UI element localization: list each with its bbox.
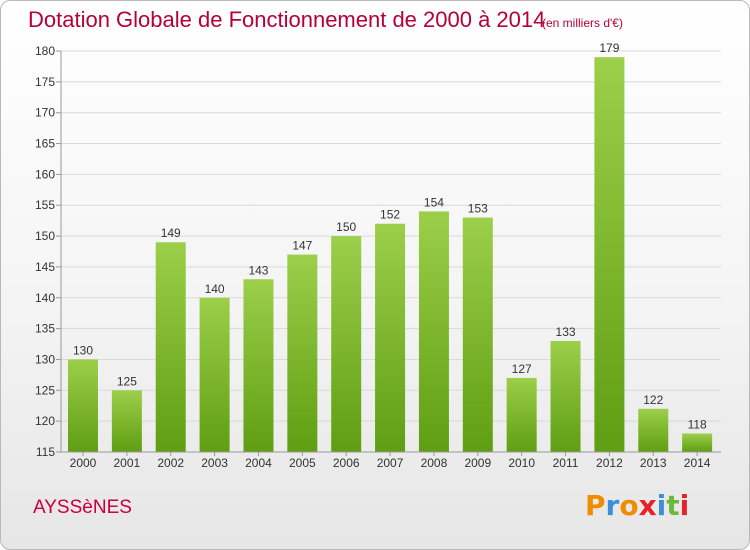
x-tick-label: 2006 — [333, 456, 360, 470]
commune-name: AYSSèNES — [33, 497, 132, 518]
bar-value-label: 127 — [512, 362, 532, 376]
bar — [68, 359, 98, 452]
bar — [375, 223, 406, 452]
x-tick-label: 2004 — [245, 456, 272, 470]
bar-value-label: 133 — [556, 325, 576, 339]
bar — [155, 242, 186, 452]
logo-letter: i — [679, 489, 690, 522]
bar-value-label: 152 — [380, 208, 400, 222]
x-tick-label: 2005 — [289, 456, 316, 470]
x-tick-label: 2003 — [201, 456, 228, 470]
x-tick-label: 2000 — [70, 456, 97, 470]
bars — [68, 57, 713, 453]
x-tick-label: 2011 — [553, 456, 579, 470]
y-tick-label: 135 — [35, 322, 55, 336]
bar — [638, 408, 669, 452]
x-tick-label: 2012 — [596, 456, 623, 470]
y-tick-label: 120 — [35, 414, 55, 428]
bar-value-label: 150 — [336, 220, 356, 234]
bar-value-label: 147 — [292, 239, 312, 253]
y-tick-label: 180 — [35, 44, 55, 58]
y-tick-label: 155 — [35, 198, 55, 212]
axes: 115 120 125 130 135 140 145 150 155 160 165 170 175 1… — [35, 44, 721, 470]
bar-value-label: 125 — [117, 374, 137, 388]
y-tick-label: 160 — [35, 167, 55, 181]
y-tick-label: 145 — [35, 260, 55, 274]
logo-letter: i — [656, 489, 667, 522]
chart-subtitle: (en milliers d'€) — [542, 16, 623, 30]
bar — [594, 57, 625, 453]
x-tick-label: 2002 — [157, 456, 184, 470]
y-tick-label: 165 — [35, 137, 55, 151]
x-tick-label: 2010 — [508, 456, 535, 470]
logo-letter: o — [619, 489, 639, 522]
y-tick-label: 150 — [35, 229, 55, 243]
logo-letter: P — [585, 489, 606, 522]
bar-value-label: 149 — [161, 226, 181, 240]
bar-value-label: 154 — [424, 195, 444, 209]
bar — [506, 377, 537, 452]
bar — [331, 236, 362, 452]
logo-letter: r — [605, 489, 620, 522]
y-tick-label: 125 — [35, 383, 55, 397]
bar-value-label: 153 — [468, 202, 488, 216]
bar-value-label: 118 — [688, 417, 707, 431]
bar-value-label: 140 — [205, 282, 225, 296]
x-tick-label: 2009 — [464, 456, 491, 470]
bar — [462, 217, 493, 452]
x-tick-label: 2013 — [640, 456, 667, 470]
bar — [287, 254, 318, 452]
data-labels: 130 125 149 140 143 147 150 152 154 153 127 133 179 1… — [73, 41, 707, 431]
x-tick-label: 2007 — [377, 456, 404, 470]
chart-title: Dotation Globale de Fonctionnement de 20… — [28, 7, 546, 32]
bar — [111, 390, 142, 452]
logo-letter: t — [666, 489, 680, 522]
bar-value-label: 143 — [248, 263, 268, 277]
bar-value-label: 122 — [643, 393, 663, 407]
bar — [199, 297, 230, 452]
x-tick-label: 2014 — [684, 456, 711, 470]
bar — [550, 340, 581, 452]
bar — [418, 211, 449, 452]
y-tick-label: 140 — [35, 291, 55, 305]
bar-value-label: 130 — [73, 343, 93, 357]
y-tick-label: 170 — [35, 106, 55, 120]
y-tick-label: 175 — [35, 75, 55, 89]
bar — [682, 433, 713, 452]
proxiti-logo[interactable]: Proxiti — [585, 489, 689, 522]
y-tick-label: 130 — [35, 352, 55, 366]
x-tick-label: 2008 — [421, 456, 448, 470]
bar-value-label: 179 — [599, 41, 619, 55]
bar — [243, 279, 274, 452]
y-tick-label: 115 — [36, 445, 55, 459]
x-tick-label: 2001 — [114, 456, 141, 470]
logo-letter: x — [638, 489, 657, 522]
